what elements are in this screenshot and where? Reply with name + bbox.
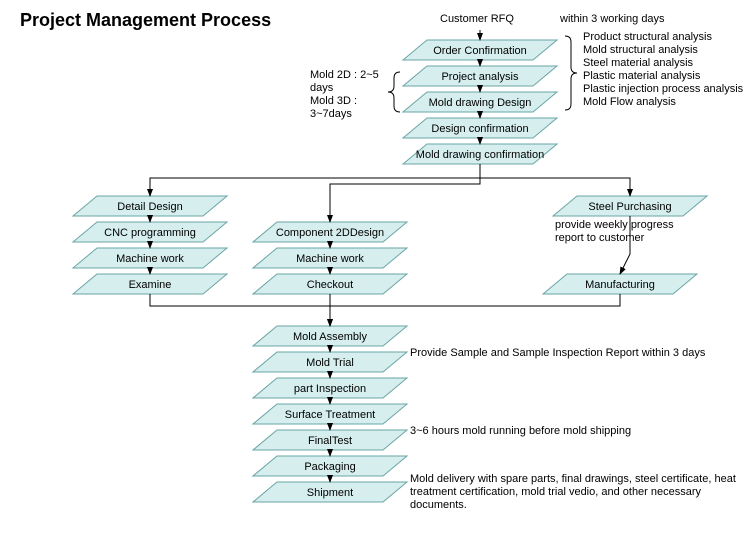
mold-timing-note: days — [310, 82, 334, 94]
mold-timing-note: 3~7days — [310, 108, 352, 120]
analysis-item: Plastic injection process analysis — [583, 83, 744, 95]
flow-node-label-mfg: Manufacturing — [585, 279, 655, 291]
analysis-item: Mold structural analysis — [583, 44, 698, 56]
flow-node-label-pkg: Packaging — [304, 461, 355, 473]
flow-node-label-panaly: Project analysis — [441, 71, 519, 83]
flow-node-label-mw1: Machine work — [116, 253, 184, 265]
flow-node-label-chk: Checkout — [307, 279, 353, 291]
flow-node-label-exam: Examine — [129, 279, 172, 291]
flow-node-label-order: Order Confirmation — [433, 45, 527, 57]
flow-node-label-pinsp: part Inspection — [294, 383, 366, 395]
annotation: treatment certification, mold trial vedi… — [410, 486, 702, 498]
flow-node-label-detail: Detail Design — [117, 201, 182, 213]
flow-node-label-comp2d: Component 2DDesign — [276, 227, 384, 239]
annotation: Provide Sample and Sample Inspection Rep… — [410, 347, 706, 359]
connector-branch-to-comp2d — [330, 178, 480, 222]
connector-mfg-to-masm — [330, 294, 620, 306]
flow-node-label-dconf: Design confirmation — [431, 123, 528, 135]
brace-right — [565, 36, 577, 110]
flow-node-label-ftest: FinalTest — [308, 435, 352, 447]
flow-node-label-steel: Steel Purchasing — [588, 201, 671, 213]
flowchart-svg: Order Confirmation Project analysis Mold d… — [0, 0, 750, 540]
annotation: documents. — [410, 499, 467, 511]
connector-mdconf-to-detail — [150, 164, 480, 196]
flow-node-label-masm: Mold Assembly — [293, 331, 367, 343]
flow-node-label-ship: Shipment — [307, 487, 353, 499]
analysis-item: Product structural analysis — [583, 31, 712, 43]
annotation: Mold delivery with spare parts, final dr… — [410, 473, 736, 485]
mold-timing-note: Mold 2D : 2~5 — [310, 69, 379, 81]
connector-mdconf-to-steel — [480, 164, 630, 196]
analysis-item: Mold Flow analysis — [583, 96, 676, 108]
annotation: provide weekly progress — [555, 219, 674, 231]
analysis-item: Steel material analysis — [583, 57, 694, 69]
annotation: within 3 working days — [559, 13, 665, 25]
annotation: 3~6 hours mold running before mold shipp… — [410, 425, 631, 437]
connector-exam-to-masm — [150, 294, 330, 326]
flow-node-label-mw2: Machine work — [296, 253, 364, 265]
annotation: report to customer — [555, 232, 645, 244]
brace-left — [388, 72, 400, 112]
flow-node-label-mdconf: Mold drawing confirmation — [416, 149, 544, 161]
analysis-item: Plastic material analysis — [583, 70, 701, 82]
annotation: Customer RFQ — [440, 13, 514, 25]
flow-node-label-mdd: Mold drawing Design — [429, 97, 532, 109]
flow-node-label-cnc: CNC programming — [104, 227, 196, 239]
mold-timing-note: Mold 3D : — [310, 95, 357, 107]
flow-node-label-mtrial: Mold Trial — [306, 357, 354, 369]
flow-node-label-surf: Surface Treatment — [285, 409, 376, 421]
